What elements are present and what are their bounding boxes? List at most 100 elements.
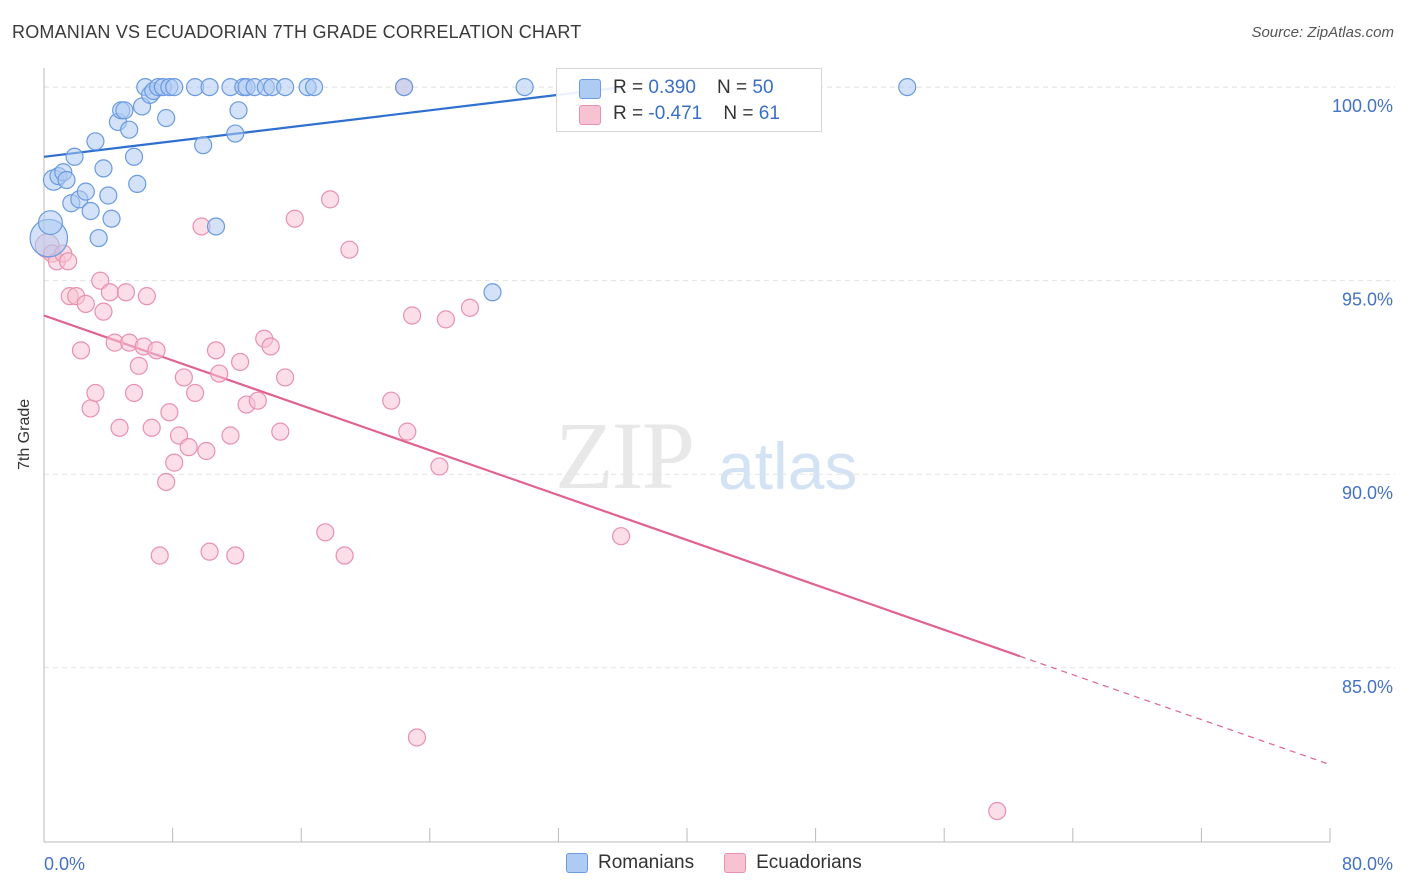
- x-tick-label: 0.0%: [44, 854, 85, 874]
- point-ecuadorians: [403, 306, 422, 325]
- point-romanians: [120, 120, 139, 139]
- point-romanians: [229, 101, 248, 120]
- point-romanians: [515, 77, 534, 97]
- point-ecuadorians: [382, 391, 401, 410]
- point-ecuadorians: [169, 426, 189, 445]
- point-ecuadorians: [430, 457, 449, 476]
- point-ecuadorians: [147, 341, 166, 360]
- point-romanians: [165, 77, 184, 97]
- legend-item-ecuadorians[interactable]: Ecuadorians: [724, 852, 862, 874]
- point-ecuadorians: [226, 546, 245, 565]
- point-romanians: [276, 77, 295, 97]
- chart-title: ROMANIAN VS ECUADORIAN 7TH GRADE CORRELA…: [12, 22, 582, 42]
- point-ecuadorians: [231, 352, 250, 372]
- point-romanians: [304, 77, 324, 97]
- point-ecuadorians: [59, 252, 78, 271]
- point-romanians: [483, 283, 502, 302]
- point-romanians: [200, 77, 219, 97]
- point-ecuadorians: [316, 523, 335, 542]
- stats-legend: R = 0.390 N = 50 R = -0.471 N = 61: [556, 68, 822, 132]
- tick-labels: 85.0% 90.0% 95.0% 100.0% 0.0% 80.0%: [44, 96, 1393, 874]
- point-ecuadorians: [321, 190, 340, 209]
- point-ecuadorians: [110, 418, 129, 437]
- point-ecuadorians: [197, 441, 216, 461]
- point-romanians: [206, 217, 226, 236]
- point-ecuadorians: [142, 418, 161, 437]
- trend-line-ecuadorians: [43, 314, 1021, 658]
- legend-n-label: N =: [723, 103, 759, 124]
- point-ecuadorians: [94, 302, 113, 321]
- y-tick-label: 95.0%: [1342, 290, 1393, 310]
- legend-r-value-romanians: 0.390: [648, 77, 696, 98]
- source-credit: Source: ZipAtlas.com: [1251, 24, 1394, 41]
- legend-swatch-romanians: [579, 79, 601, 99]
- legend-n-value-romanians: 50: [752, 77, 774, 98]
- trend-line-ecuadorians-extension: [1019, 655, 1331, 766]
- point-ecuadorians: [150, 546, 169, 565]
- point-ecuadorians: [86, 383, 105, 403]
- legend-swatch-romanians: [566, 853, 588, 873]
- legend-swatch-ecuadorians: [724, 853, 747, 873]
- point-romanians: [81, 201, 100, 221]
- series-legend: Romanians Ecuadorians: [566, 852, 892, 874]
- y-tick-label: 85.0%: [1342, 677, 1393, 697]
- legend-n-value-ecuadorians: 61: [758, 103, 780, 124]
- point-ecuadorians: [157, 472, 176, 492]
- legend-r-label: R =: [613, 77, 649, 98]
- point-ecuadorians: [116, 283, 136, 302]
- point-ecuadorians: [76, 294, 95, 313]
- point-ecuadorians: [129, 356, 148, 375]
- trend-line-romanians: [43, 86, 623, 158]
- point-romanians: [124, 147, 144, 166]
- point-ecuadorians: [100, 283, 120, 302]
- point-ecuadorians: [407, 728, 427, 747]
- point-romanians: [76, 182, 95, 201]
- point-romanians: [115, 101, 134, 120]
- point-ecuadorians: [124, 383, 144, 403]
- point-ecuadorians: [221, 426, 240, 445]
- legend-row-ecuadorians: R = -0.471 N = 61: [579, 101, 780, 127]
- data-points: [29, 77, 1007, 821]
- point-romanians: [102, 209, 121, 228]
- point-ecuadorians: [398, 422, 417, 441]
- legend-r-value-ecuadorians: -0.471: [648, 103, 703, 124]
- point-romanians: [898, 77, 917, 97]
- legend-r-label: R =: [613, 103, 649, 124]
- point-ecuadorians: [186, 383, 205, 403]
- watermark-atlas: atlas: [718, 429, 858, 503]
- point-ecuadorians: [248, 391, 267, 410]
- point-ecuadorians: [81, 399, 100, 418]
- point-romanians: [94, 159, 113, 178]
- point-romanians: [157, 108, 176, 128]
- x-tick-label: 80.0%: [1342, 854, 1393, 874]
- y-tick-label: 100.0%: [1332, 96, 1393, 116]
- trend-lines: [43, 86, 1331, 766]
- y-tick-label: 90.0%: [1342, 483, 1393, 503]
- point-ecuadorians: [285, 209, 304, 228]
- point-ecuadorians: [261, 337, 280, 356]
- point-romanians: [65, 147, 84, 166]
- point-romanians: [57, 170, 76, 190]
- gridlines: [44, 86, 1395, 669]
- point-ecuadorians: [460, 298, 480, 317]
- point-romanians: [99, 186, 118, 205]
- watermark-zip: ZIP: [555, 402, 695, 509]
- legend-swatch-ecuadorians: [579, 105, 601, 125]
- legend-item-romanians[interactable]: Romanians: [566, 852, 694, 874]
- point-ecuadorians: [210, 364, 229, 383]
- point-ecuadorians: [200, 542, 219, 561]
- point-ecuadorians: [271, 422, 290, 441]
- point-ecuadorians: [611, 527, 631, 546]
- point-ecuadorians: [160, 403, 179, 422]
- point-romanians: [89, 228, 108, 248]
- legend-label-romanians: Romanians: [598, 852, 695, 873]
- point-ecuadorians: [988, 801, 1007, 821]
- point-ecuadorians: [436, 310, 455, 329]
- point-ecuadorians: [335, 546, 354, 565]
- point-ecuadorians: [165, 453, 184, 472]
- point-romanians: [86, 132, 105, 151]
- legend-row-romanians: R = 0.390 N = 50: [579, 75, 774, 101]
- point-ecuadorians: [137, 287, 156, 306]
- point-romanians: [128, 174, 147, 193]
- point-ecuadorians: [71, 341, 91, 360]
